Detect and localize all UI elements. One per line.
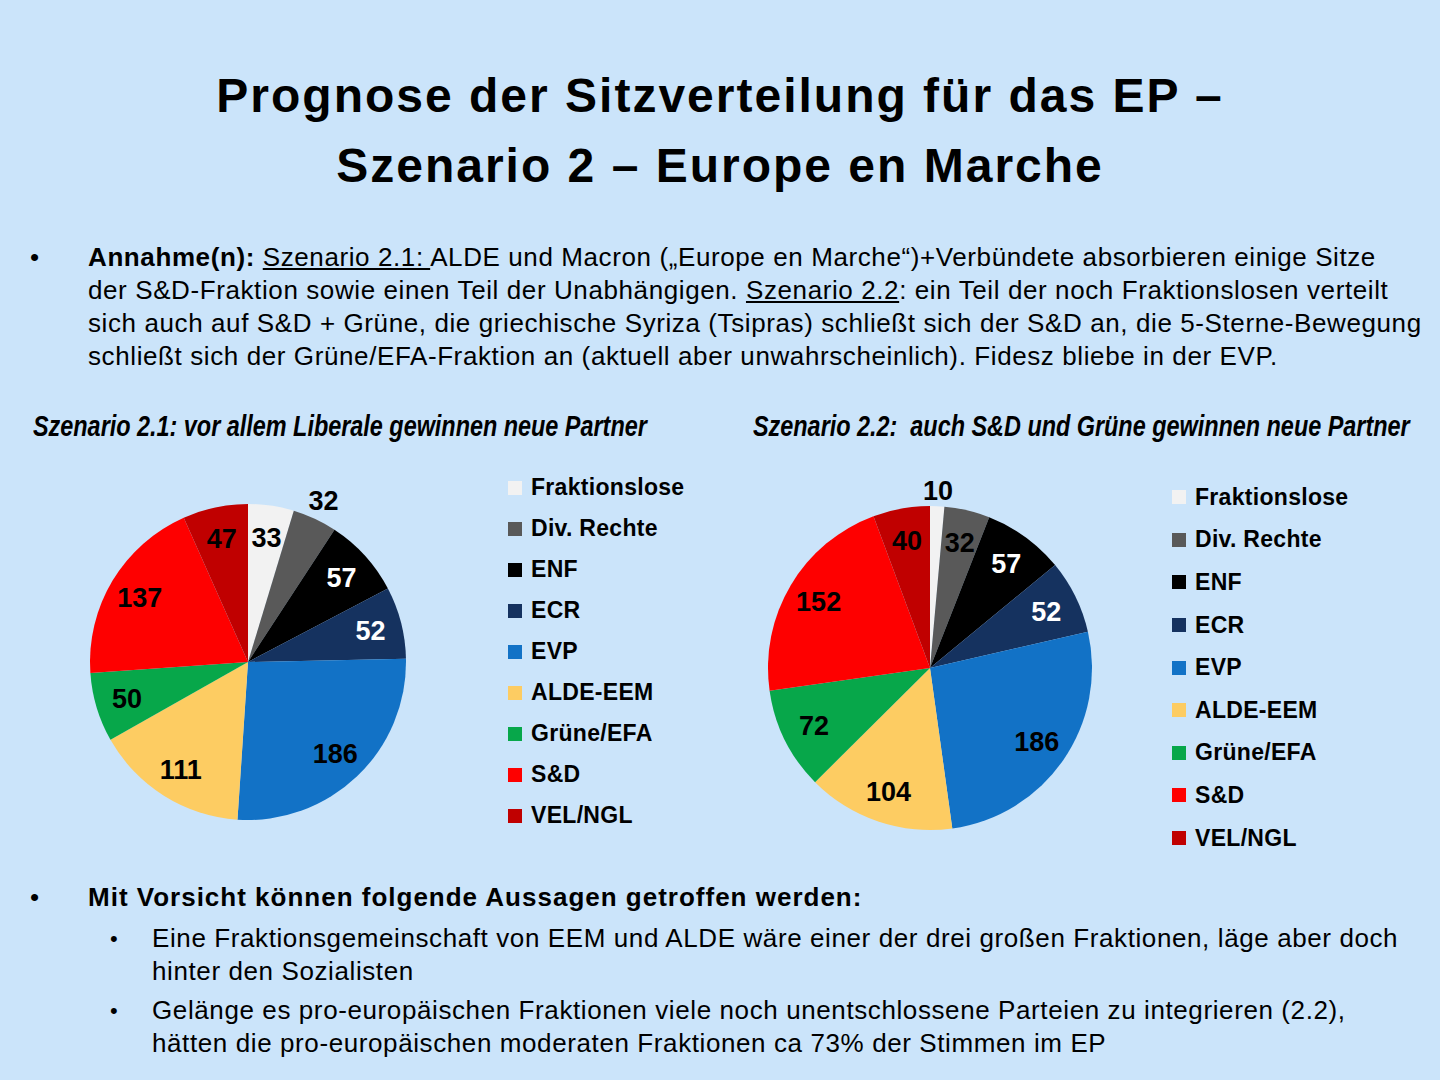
legend-item-S&D: S&D (1172, 774, 1348, 817)
legend-label: ECR (531, 597, 580, 624)
slide: { "slide_title": { "lines": [ "Prognose … (0, 0, 1440, 1080)
legend-swatch (1172, 618, 1186, 632)
slide-title-line-1: Prognose der Sitzverteilung für das EP – (0, 61, 1440, 131)
legend-item-Div. Rechte: Div. Rechte (1172, 519, 1348, 562)
legend-swatch (508, 481, 522, 495)
text-line: der S&D-Fraktion sowie einen Teil der Un… (88, 274, 1438, 307)
legend-item-ALDE-EEM: ALDE-EEM (1172, 689, 1348, 732)
slide-title-line-2: Szenario 2 – Europe en Marche (0, 131, 1440, 201)
legend-item-VEL/NGL: VEL/NGL (508, 795, 684, 836)
legend-swatch (1172, 575, 1186, 589)
legend-item-ENF: ENF (1172, 561, 1348, 604)
legend-item-ENF: ENF (508, 549, 684, 590)
chart2-legend: Fraktionslose Div. Rechte ENF ECR EVP ALDE-EE… (1172, 476, 1348, 859)
legend-item-Grüne/EFA: Grüne/EFA (508, 713, 684, 754)
chart2-title: Szenario 2.2: auch S&D und Grüne gewinne… (753, 409, 1410, 443)
statement-2: Gelänge es pro-europäischen Fraktionen v… (152, 994, 1440, 1060)
legend-label: S&D (531, 761, 580, 788)
pie-value-label-S&D: 152 (796, 587, 841, 617)
legend-label: S&D (1195, 782, 1244, 809)
legend-swatch (508, 727, 522, 741)
pie-value-label-VEL/NGL: 47 (207, 524, 237, 554)
legend-label: ALDE-EEM (1195, 697, 1318, 724)
pie-value-label-S&D: 137 (117, 583, 162, 613)
legend-swatch (1172, 490, 1186, 504)
statements-heading: Mit Vorsicht können folgende Aussagen ge… (88, 880, 862, 914)
legend-label: EVP (531, 638, 578, 665)
pie-value-label-ENF: 57 (327, 563, 357, 593)
chart1-legend: Fraktionslose Div. Rechte ENF ECR EVP ALDE-EE… (508, 467, 684, 836)
legend-swatch (508, 768, 522, 782)
legend-swatch (508, 645, 522, 659)
pie-value-label-ENF: 57 (991, 549, 1021, 579)
statement-1: Eine Fraktionsgemeinschaft von EEM und A… (152, 922, 1440, 988)
text-line: sich auch auf S&D + Grüne, die griechisc… (88, 307, 1438, 340)
legend-swatch (1172, 831, 1186, 845)
text-line: hätten die pro-europäischen moderaten Fr… (152, 1027, 1440, 1060)
pie-value-label-ECR: 52 (355, 616, 385, 646)
statement1-bullet-marker: • (110, 922, 118, 955)
legend-label: VEL/NGL (1195, 825, 1297, 852)
slide-title: Prognose der Sitzverteilung für das EP –… (0, 61, 1440, 201)
legend-swatch (1172, 661, 1186, 675)
legend-item-ALDE-EEM: ALDE-EEM (508, 672, 684, 713)
legend-swatch (1172, 788, 1186, 802)
legend-label: Div. Rechte (531, 515, 658, 542)
pie-value-label-EVP: 186 (313, 739, 358, 769)
statements-bullet-marker: • (30, 880, 39, 914)
legend-swatch (1172, 703, 1186, 717)
legend-label: ECR (1195, 612, 1244, 639)
legend-label: ALDE-EEM (531, 679, 654, 706)
legend-swatch (1172, 746, 1186, 760)
pie-chart-szenario-2-1: 33 32 57 52 186 111 50 137 47 (55, 470, 455, 835)
assumption-bullet-marker: • (30, 241, 39, 274)
assumption-text: Annahme(n): Szenario 2.1: ALDE und Macro… (88, 241, 1438, 373)
statement2-bullet-marker: • (110, 994, 118, 1027)
legend-swatch (508, 522, 522, 536)
legend-label: Grüne/EFA (1195, 739, 1317, 766)
pie-value-label-ECR: 52 (1031, 597, 1061, 627)
legend-swatch (1172, 533, 1186, 547)
legend-label: EVP (1195, 654, 1242, 681)
legend-item-EVP: EVP (1172, 646, 1348, 689)
pie-value-label-ALDE-EEM: 111 (160, 755, 202, 785)
legend-item-ECR: ECR (508, 590, 684, 631)
pie-value-label-EVP: 186 (1014, 727, 1059, 757)
chart1-title: Szenario 2.1: vor allem Liberale gewinne… (33, 409, 647, 443)
legend-swatch (508, 809, 522, 823)
legend-swatch (508, 563, 522, 577)
text-line: Gelänge es pro-europäischen Fraktionen v… (152, 994, 1440, 1027)
text-line: Eine Fraktionsgemeinschaft von EEM und A… (152, 922, 1440, 955)
legend-label: ENF (531, 556, 578, 583)
text-line: schließt sich der Grüne/EFA-Fraktion an … (88, 340, 1438, 373)
pie-value-label-Grüne/EFA: 50 (112, 684, 142, 714)
pie-value-label-ALDE-EEM: 104 (866, 777, 911, 807)
legend-item-S&D: S&D (508, 754, 684, 795)
legend-item-ECR: ECR (1172, 604, 1348, 647)
legend-item-Fraktionslose: Fraktionslose (508, 467, 684, 508)
legend-item-Grüne/EFA: Grüne/EFA (1172, 732, 1348, 775)
legend-item-Div. Rechte: Div. Rechte (508, 508, 684, 549)
legend-label: VEL/NGL (531, 802, 633, 829)
legend-item-EVP: EVP (508, 631, 684, 672)
pie-chart-szenario-2-2: 10 32 57 52 186 104 72 152 40 (740, 468, 1140, 840)
legend-swatch (508, 604, 522, 618)
pie-value-label-Div. Rechte: 32 (945, 528, 975, 558)
pie-value-label-Fraktionslose: 33 (251, 523, 281, 553)
legend-swatch (508, 686, 522, 700)
legend-label: Fraktionslose (531, 474, 684, 501)
legend-label: Grüne/EFA (531, 720, 653, 747)
legend-item-Fraktionslose: Fraktionslose (1172, 476, 1348, 519)
legend-label: ENF (1195, 569, 1242, 596)
pie-value-label-Fraktionslose: 10 (923, 476, 953, 506)
pie-value-label-Div. Rechte: 32 (308, 486, 338, 516)
legend-label: Div. Rechte (1195, 526, 1322, 553)
legend-item-VEL/NGL: VEL/NGL (1172, 817, 1348, 860)
legend-label: Fraktionslose (1195, 484, 1348, 511)
pie-value-label-Grüne/EFA: 72 (799, 711, 829, 741)
text-line: Annahme(n): Szenario 2.1: ALDE und Macro… (88, 241, 1438, 274)
pie-value-label-VEL/NGL: 40 (892, 526, 922, 556)
text-line: hinter den Sozialisten (152, 955, 1440, 988)
